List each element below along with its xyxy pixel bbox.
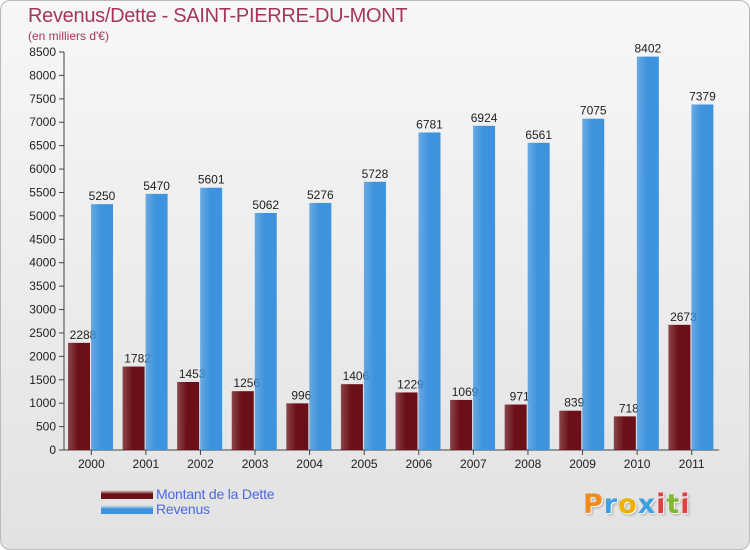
y-tick-label: 7500 [29, 92, 56, 106]
y-tick-label: 6000 [29, 162, 56, 176]
y-tick-label: 3500 [29, 279, 56, 293]
y-tick-label: 2000 [29, 349, 56, 363]
y-tick-label: 4000 [29, 256, 56, 270]
y-tick-label: 1500 [29, 373, 56, 387]
y-tick-label: 0 [49, 443, 56, 457]
data-label-revenus: 7075 [580, 104, 607, 118]
data-label-revenus: 5250 [89, 189, 116, 203]
y-tick-label: 1000 [29, 396, 56, 410]
x-tick-label: 2002 [187, 457, 214, 471]
x-tick-label: 2011 [679, 457, 705, 471]
x-tick-label: 2010 [624, 457, 651, 471]
bar-dette [177, 381, 200, 450]
logo-letter: i [680, 489, 691, 520]
data-label-dette: 1406 [343, 369, 370, 383]
chart-title: Revenus/Dette - SAINT-PIERRE-DU-MONT [28, 5, 408, 27]
bar-revenus [363, 181, 386, 450]
bar-dette [668, 324, 691, 450]
data-label-dette: 839 [564, 396, 584, 410]
legend-swatch-revenus [101, 505, 153, 514]
bar-dette [504, 404, 527, 450]
y-tick-label: 5500 [29, 185, 56, 199]
x-tick-label: 2009 [569, 457, 596, 471]
data-label-revenus: 5276 [307, 188, 334, 202]
x-tick-label: 2008 [515, 457, 542, 471]
data-label-revenus: 8402 [634, 42, 661, 56]
bar-dette [613, 416, 636, 450]
x-tick-label: 2004 [296, 457, 323, 471]
data-label-dette: 1782 [124, 352, 151, 366]
data-label-dette: 718 [619, 401, 639, 415]
logo-letter: P [583, 489, 604, 520]
logo-letter: o [618, 489, 638, 520]
y-tick-label: 4500 [29, 232, 56, 246]
data-label-dette: 996 [291, 388, 311, 402]
data-label-dette: 1256 [233, 376, 260, 390]
data-label-revenus: 6561 [525, 128, 552, 142]
x-tick-label: 2007 [460, 457, 487, 471]
data-label-dette: 971 [510, 390, 530, 404]
bar-revenus [473, 125, 496, 450]
x-tick-label: 2003 [242, 457, 269, 471]
x-tick-label: 2000 [78, 457, 105, 471]
data-label-dette: 2673 [670, 310, 697, 324]
y-tick-label: 8500 [29, 45, 56, 59]
bar-dette [395, 392, 418, 450]
y-tick-label: 8000 [29, 68, 56, 82]
logo-letter: i [656, 489, 667, 520]
bar-dette [450, 399, 473, 450]
logo-letter: t [666, 489, 681, 520]
legend-label-revenus: Revenus [156, 501, 210, 517]
y-tick-label: 6500 [29, 139, 56, 153]
data-label-revenus: 5601 [198, 173, 225, 187]
bar-dette [286, 403, 309, 450]
bar-revenus [418, 132, 441, 450]
bar-dette [340, 384, 363, 450]
x-tick-label: 2006 [405, 457, 432, 471]
y-tick-label: 3000 [29, 303, 56, 317]
data-label-dette: 2288 [70, 328, 97, 342]
data-label-revenus: 5062 [252, 198, 279, 212]
y-tick-label: 5000 [29, 209, 56, 223]
data-label-dette: 1069 [452, 385, 479, 399]
chart-subtitle: (en milliers d'€) [28, 29, 109, 43]
data-label-revenus: 5470 [143, 179, 170, 193]
y-tick-label: 7000 [29, 115, 56, 129]
data-label-revenus: 5728 [362, 167, 389, 181]
bar-revenus [200, 187, 223, 451]
bar-revenus [309, 202, 332, 450]
bar-dette [122, 366, 145, 450]
bar-dette [68, 342, 90, 450]
data-label-dette: 1229 [397, 377, 424, 391]
bar-dette [559, 410, 582, 450]
bar-revenus [91, 204, 113, 450]
bar-dette [231, 391, 254, 450]
bar-revenus [636, 56, 659, 450]
bar-revenus [527, 142, 550, 450]
bar-revenus [254, 212, 277, 450]
y-tick-label: 2500 [29, 326, 56, 340]
bar-revenus [691, 104, 714, 451]
proxiti-logo: Proxiti [583, 489, 691, 520]
data-label-dette: 1453 [179, 367, 206, 381]
x-tick-label: 2005 [351, 457, 378, 471]
y-tick-label: 500 [36, 420, 56, 434]
legend-label-dette: Montant de la Dette [156, 486, 275, 502]
data-label-revenus: 6924 [471, 111, 498, 125]
data-label-revenus: 7379 [689, 89, 716, 103]
data-label-revenus: 6781 [416, 117, 443, 131]
bar-revenus [582, 118, 605, 451]
logo-letter: x [637, 489, 657, 520]
legend-swatch-dette [101, 490, 153, 499]
bar-revenus [145, 193, 168, 450]
x-tick-label: 2001 [133, 457, 160, 471]
logo-letter: r [603, 489, 619, 520]
